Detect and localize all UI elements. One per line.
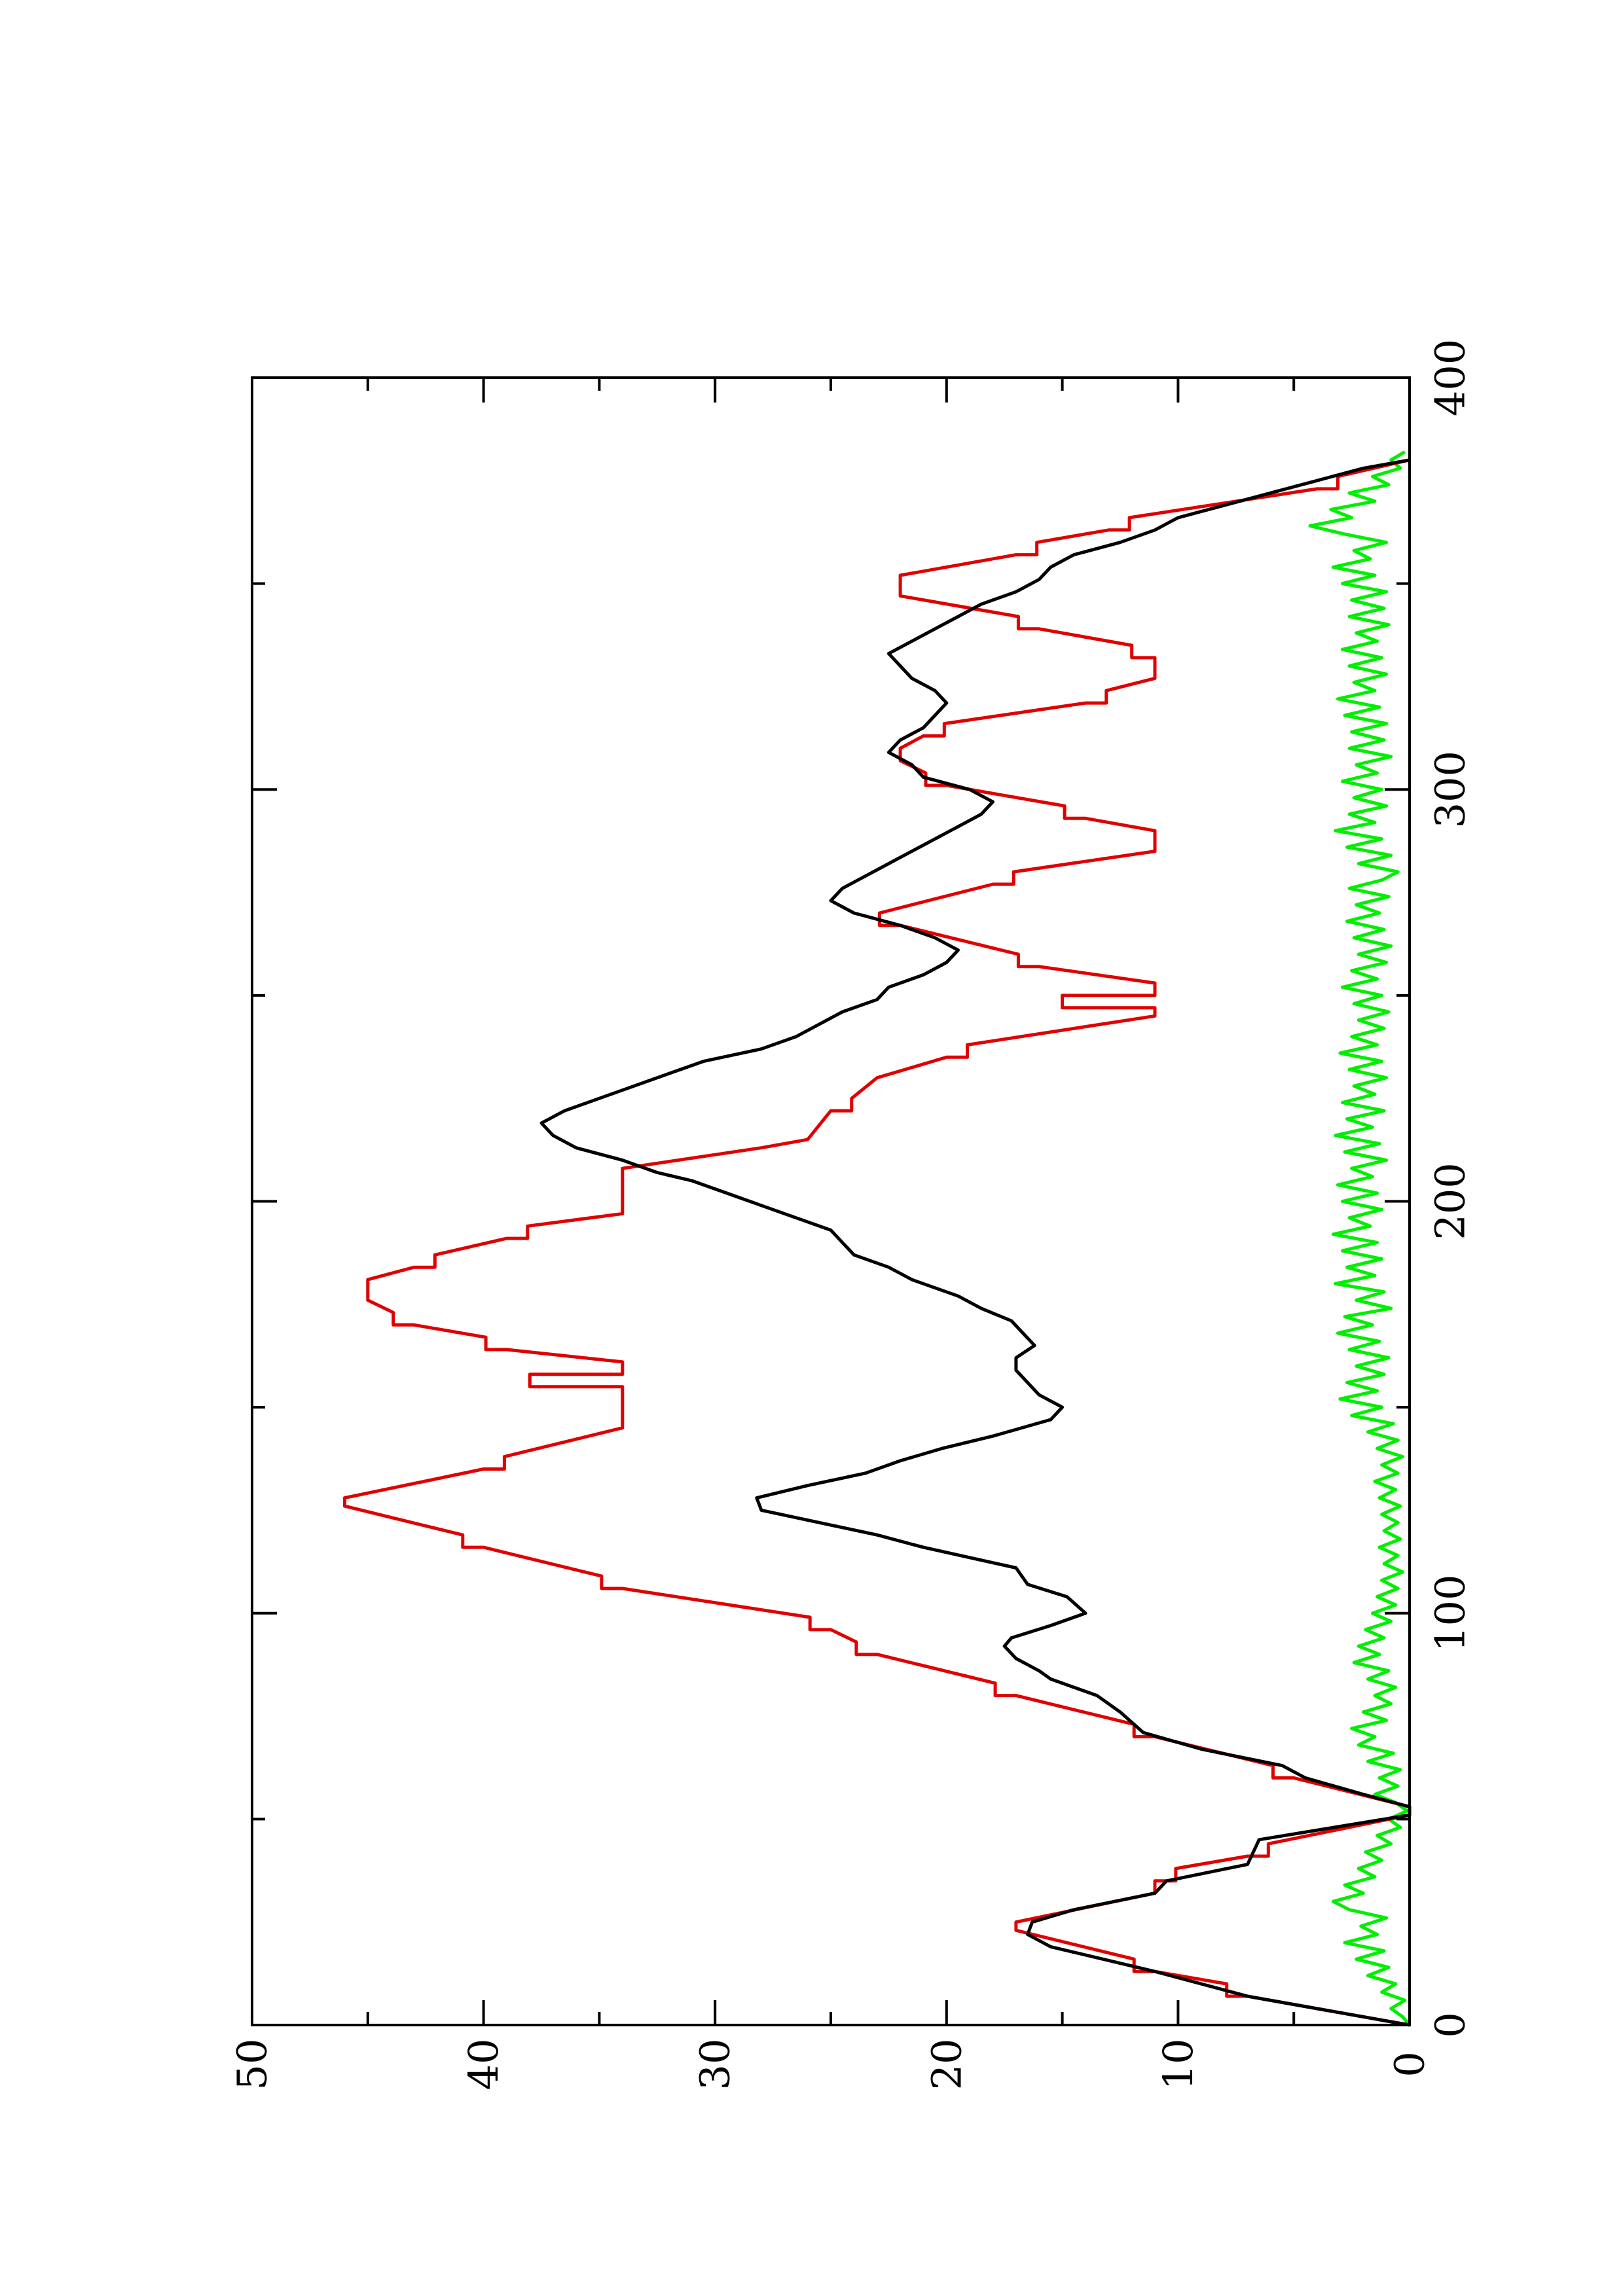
y-tick-label-50: 50 [228, 2039, 276, 2090]
axes-layer [251, 376, 1411, 2026]
series-line-2 [1308, 450, 1411, 2026]
x-tick-label-100: 100 [1427, 1575, 1474, 1652]
series-line-1 [539, 458, 1412, 2027]
y-tick-label-20: 20 [922, 2039, 970, 2090]
plot-frame [251, 376, 1411, 2026]
x-tick-label-400: 400 [1427, 339, 1474, 416]
y-tick-label-30: 30 [691, 2039, 739, 2090]
y-tick-label-0: 0 [1386, 2051, 1434, 2077]
tick-labels: 0 100 200 300 400 0 10 20 30 40 50 [228, 339, 1474, 2090]
x-tick-label-0: 0 [1427, 2012, 1474, 2037]
series-line-0 [342, 458, 1412, 2027]
x-tick-label-200: 200 [1427, 1162, 1474, 1240]
y-tick-label-40: 40 [460, 2039, 507, 2090]
x-tick-label-300: 300 [1427, 751, 1474, 828]
series-layer [342, 450, 1412, 2027]
y-tick-label-10: 10 [1154, 2039, 1202, 2090]
